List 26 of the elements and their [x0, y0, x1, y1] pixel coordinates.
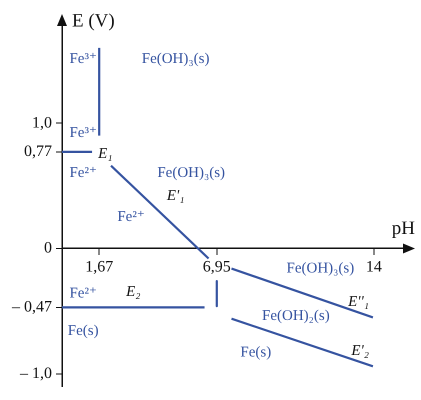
annotation: Fe³⁺: [69, 125, 97, 142]
annotation: Fe(OH)₃(s): [157, 165, 226, 182]
annotation: Fe³⁺: [69, 51, 97, 68]
y-tick-label: – 1,0: [19, 365, 52, 382]
annotation: Fe(s): [240, 344, 272, 360]
annotation: Fe(OH)₃(s): [286, 260, 354, 276]
y-tick-label: 0: [44, 240, 52, 257]
annotation: Fe²⁺: [69, 165, 97, 182]
y-tick-label: – 0,47: [11, 298, 52, 316]
y-tick-label: 0,77: [24, 143, 52, 160]
y-tick-label: 1,0: [32, 114, 52, 132]
annotation: Fe(OH)₂(s): [262, 308, 330, 324]
x-axis-title: pH: [392, 218, 416, 239]
series-label: E'₂: [350, 342, 369, 359]
x-tick-label: 1,67: [85, 258, 114, 276]
series-label: E''₁: [347, 294, 369, 310]
series-label: E'₁: [166, 188, 184, 204]
annotation: Fe²⁺: [69, 286, 97, 302]
x-tick-label: 6,95: [202, 258, 231, 276]
series-label: E₁: [97, 146, 112, 162]
annotation: Fe(s): [68, 323, 99, 340]
x-tick-label: 14: [366, 258, 382, 276]
annotation: Fe²⁺: [117, 209, 145, 226]
annotation: Fe(OH)₃(s): [142, 51, 210, 68]
series-label: E₂: [125, 284, 140, 300]
y-axis-title: E (V): [72, 10, 115, 32]
